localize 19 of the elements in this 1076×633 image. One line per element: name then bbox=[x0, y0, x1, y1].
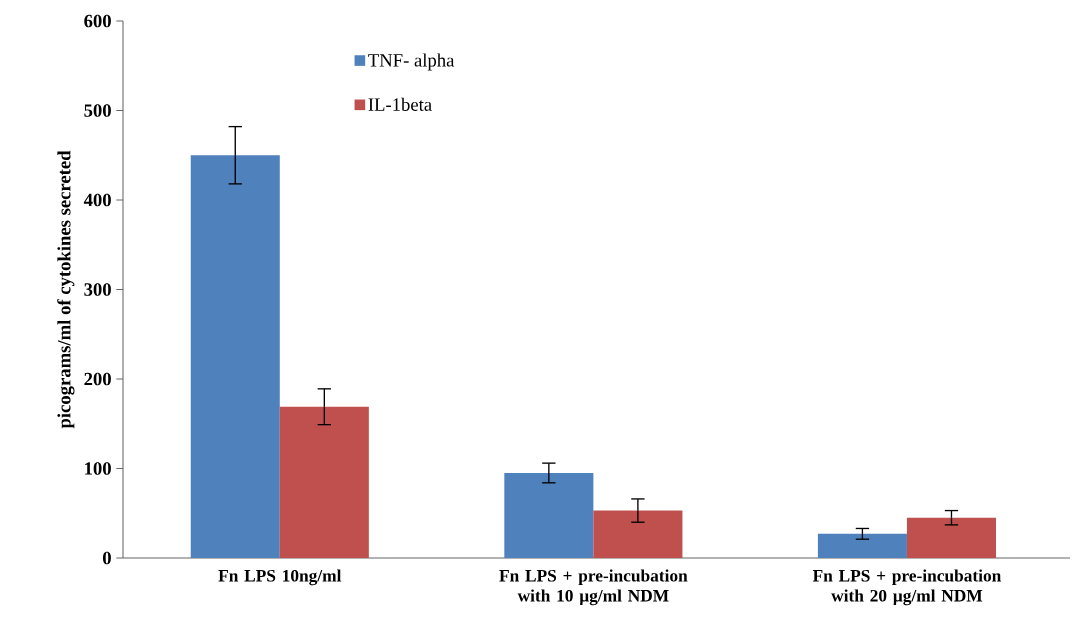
bar bbox=[279, 406, 369, 558]
x-tick-label: Fn LPS + pre-incubation with 10 µg/ml NDM bbox=[499, 569, 688, 606]
y-tick-label: 300 bbox=[84, 283, 111, 296]
y-tick-label: 400 bbox=[83, 193, 111, 207]
y-axis-title: picograms/ml of cytokines secreted bbox=[57, 150, 75, 429]
bar bbox=[817, 533, 907, 558]
bar bbox=[190, 155, 280, 558]
x-tick-label: Fn LPS 10ng/ml bbox=[218, 569, 342, 586]
legend-label: TNF- alpha bbox=[368, 53, 455, 71]
y-tick-label: 100 bbox=[85, 462, 111, 475]
bar bbox=[504, 472, 594, 558]
y-tick-label: 0 bbox=[103, 551, 111, 565]
y-tick-label: 600 bbox=[84, 14, 111, 28]
bar bbox=[593, 510, 683, 558]
y-tick-label: 200 bbox=[84, 372, 111, 386]
bar bbox=[906, 517, 996, 558]
legend-label: IL-1beta bbox=[368, 97, 432, 111]
x-tick-label: Fn LPS + pre-incubation with 20 µg/ml NDM bbox=[812, 569, 1002, 606]
y-tick-label: 500 bbox=[84, 104, 111, 117]
